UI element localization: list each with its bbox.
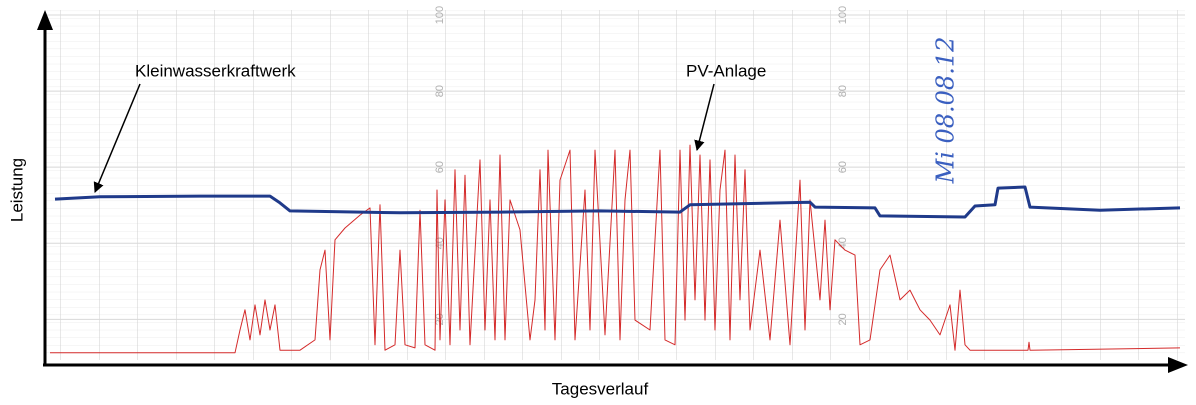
annotation: Kleinwasserkraftwerk: [135, 61, 296, 80]
paper-scale-label: 20: [837, 313, 849, 325]
handwritten-date: Mi 08.08.12: [932, 37, 960, 185]
chart: 2020404060608080100100 Leistung Tagesver…: [0, 0, 1196, 405]
paper-scale-label: 100: [837, 6, 849, 24]
paper-scale-label: 40: [434, 237, 446, 249]
paper-scale-label: 100: [434, 6, 446, 24]
y-axis-label: Leistung: [7, 158, 26, 222]
x-axis-label: Tagesverlauf: [552, 379, 649, 398]
paper-scale-label: 60: [837, 161, 849, 173]
paper-scale-label: 80: [434, 85, 446, 97]
paper-scale-label: 80: [837, 85, 849, 97]
annotation: PV-Anlage: [686, 61, 766, 80]
paper-scale-label: 60: [434, 161, 446, 173]
